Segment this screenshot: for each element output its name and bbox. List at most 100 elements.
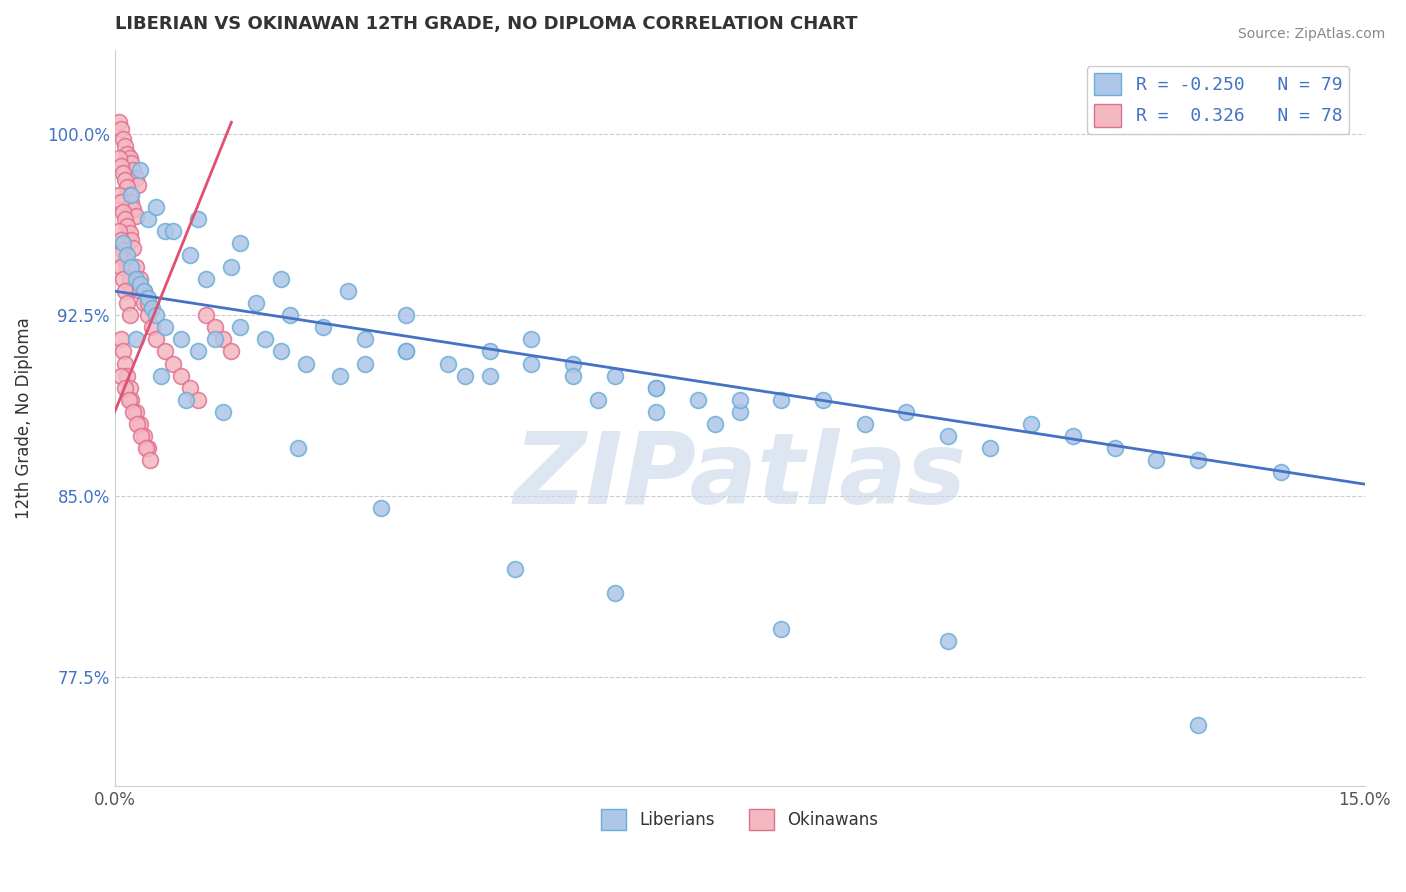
Point [120,282,142,296]
Point [110,368,132,383]
Point [1187,453,1209,467]
Point [108,152,131,166]
Text: ZIPatlas: ZIPatlas [513,428,966,525]
Point [128,163,150,178]
Point [118,272,141,286]
Point [145,200,167,214]
Point [112,243,135,257]
Point [478,368,501,383]
Point [124,272,146,286]
Point [120,260,142,274]
Point [132,284,155,298]
Point [120,187,142,202]
Point [112,204,135,219]
Point [395,344,418,359]
Point [122,405,145,419]
Point [141,320,163,334]
Point [145,332,167,346]
Point [153,344,176,359]
Point [153,320,176,334]
Point [122,163,145,178]
Point [329,368,352,383]
Point [128,277,150,291]
Point [520,357,543,371]
Point [132,284,155,298]
Point [112,166,135,180]
Point [278,308,301,322]
Point [312,320,335,334]
Point [212,332,235,346]
Point [1270,465,1292,479]
Point [136,211,159,226]
Point [770,622,793,636]
Point [128,284,150,298]
Point [110,159,132,173]
Point [645,381,668,395]
Point [221,344,243,359]
Point [174,392,197,407]
Point [118,381,141,395]
Point [135,441,157,455]
Point [108,248,131,262]
Point [353,332,375,346]
Point [1104,441,1126,455]
Point [270,344,292,359]
Point [124,332,146,346]
Point [114,252,136,267]
Point [112,272,135,286]
Point [603,586,626,600]
Point [337,284,360,298]
Point [153,224,176,238]
Point [979,441,1001,455]
Point [118,392,141,407]
Point [187,344,209,359]
Point [114,357,136,371]
Text: Source: ZipAtlas.com: Source: ZipAtlas.com [1237,27,1385,41]
Point [603,368,626,383]
Point [645,405,668,419]
Point [936,634,959,648]
Point [110,194,132,209]
Point [127,178,149,192]
Point [503,561,526,575]
Point [179,381,201,395]
Point [853,417,876,431]
Point [149,368,172,383]
Point [245,296,267,310]
Point [117,368,139,383]
Point [170,332,193,346]
Point [229,320,252,334]
Point [395,344,418,359]
Point [204,332,226,346]
Point [117,296,139,310]
Point [145,308,167,322]
Point [162,224,184,238]
Point [117,219,139,233]
Point [1187,718,1209,732]
Text: LIBERIAN VS OKINAWAN 12TH GRADE, NO DIPLOMA CORRELATION CHART: LIBERIAN VS OKINAWAN 12TH GRADE, NO DIPL… [115,15,858,33]
Point [122,202,145,216]
Point [645,381,668,395]
Point [139,453,162,467]
Point [117,180,139,194]
Point [132,296,155,310]
Point [437,357,460,371]
Point [688,392,710,407]
Point [112,344,135,359]
Point [353,357,375,371]
Point [128,272,150,286]
Point [703,417,725,431]
Point [108,115,131,129]
Point [212,405,235,419]
Point [112,132,135,146]
Point [120,194,142,209]
Point [122,241,145,255]
Point [478,344,501,359]
Point [770,392,793,407]
Point [128,417,150,431]
Point [520,332,543,346]
Point [112,235,135,250]
Point [114,284,136,298]
Point [221,260,243,274]
Legend: Liberians, Okinawans: Liberians, Okinawans [595,803,884,837]
